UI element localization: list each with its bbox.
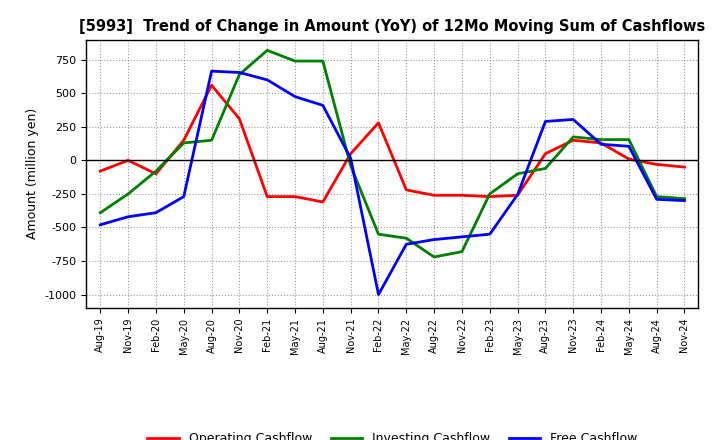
Operating Cashflow <box>346 151 355 156</box>
Free Cashflow <box>235 70 243 75</box>
Free Cashflow <box>179 194 188 199</box>
Investing Cashflow <box>374 231 383 237</box>
Free Cashflow <box>513 192 522 197</box>
Investing Cashflow <box>513 171 522 176</box>
Investing Cashflow <box>541 166 550 171</box>
Investing Cashflow <box>597 137 606 142</box>
Investing Cashflow <box>124 191 132 197</box>
Free Cashflow <box>680 198 689 203</box>
Operating Cashflow <box>652 162 661 167</box>
Title: [5993]  Trend of Change in Amount (YoY) of 12Mo Moving Sum of Cashflows: [5993] Trend of Change in Amount (YoY) o… <box>79 19 706 34</box>
Operating Cashflow <box>569 138 577 143</box>
Operating Cashflow <box>680 165 689 170</box>
Operating Cashflow <box>485 194 494 199</box>
Free Cashflow <box>374 292 383 297</box>
Operating Cashflow <box>235 116 243 121</box>
Free Cashflow <box>152 210 161 215</box>
Operating Cashflow <box>402 187 410 193</box>
Investing Cashflow <box>652 194 661 199</box>
Free Cashflow <box>430 237 438 242</box>
Investing Cashflow <box>152 169 161 174</box>
Free Cashflow <box>541 119 550 124</box>
Operating Cashflow <box>124 158 132 163</box>
Operating Cashflow <box>263 194 271 199</box>
Investing Cashflow <box>346 163 355 169</box>
Free Cashflow <box>207 69 216 74</box>
Y-axis label: Amount (million yen): Amount (million yen) <box>26 108 39 239</box>
Operating Cashflow <box>374 120 383 125</box>
Free Cashflow <box>318 103 327 108</box>
Investing Cashflow <box>624 137 633 142</box>
Investing Cashflow <box>430 254 438 260</box>
Investing Cashflow <box>680 196 689 201</box>
Operating Cashflow <box>179 138 188 143</box>
Free Cashflow <box>485 231 494 237</box>
Investing Cashflow <box>207 138 216 143</box>
Free Cashflow <box>652 197 661 202</box>
Operating Cashflow <box>513 193 522 198</box>
Investing Cashflow <box>96 210 104 215</box>
Operating Cashflow <box>624 156 633 161</box>
Operating Cashflow <box>318 199 327 205</box>
Investing Cashflow <box>263 48 271 53</box>
Investing Cashflow <box>291 59 300 64</box>
Operating Cashflow <box>430 193 438 198</box>
Operating Cashflow <box>207 83 216 88</box>
Operating Cashflow <box>96 169 104 174</box>
Free Cashflow <box>291 94 300 99</box>
Operating Cashflow <box>291 194 300 199</box>
Line: Investing Cashflow: Investing Cashflow <box>100 50 685 257</box>
Investing Cashflow <box>458 249 467 254</box>
Operating Cashflow <box>597 140 606 146</box>
Investing Cashflow <box>235 72 243 77</box>
Free Cashflow <box>597 142 606 147</box>
Free Cashflow <box>124 214 132 220</box>
Investing Cashflow <box>485 191 494 197</box>
Free Cashflow <box>96 222 104 227</box>
Investing Cashflow <box>569 134 577 139</box>
Line: Free Cashflow: Free Cashflow <box>100 71 685 295</box>
Investing Cashflow <box>179 140 188 146</box>
Free Cashflow <box>402 242 410 247</box>
Investing Cashflow <box>318 59 327 64</box>
Free Cashflow <box>346 156 355 161</box>
Free Cashflow <box>569 117 577 122</box>
Operating Cashflow <box>541 151 550 156</box>
Line: Operating Cashflow: Operating Cashflow <box>100 85 685 202</box>
Investing Cashflow <box>402 235 410 241</box>
Free Cashflow <box>263 77 271 82</box>
Operating Cashflow <box>152 171 161 176</box>
Free Cashflow <box>458 234 467 239</box>
Operating Cashflow <box>458 193 467 198</box>
Legend: Operating Cashflow, Investing Cashflow, Free Cashflow: Operating Cashflow, Investing Cashflow, … <box>143 427 642 440</box>
Free Cashflow <box>624 143 633 149</box>
